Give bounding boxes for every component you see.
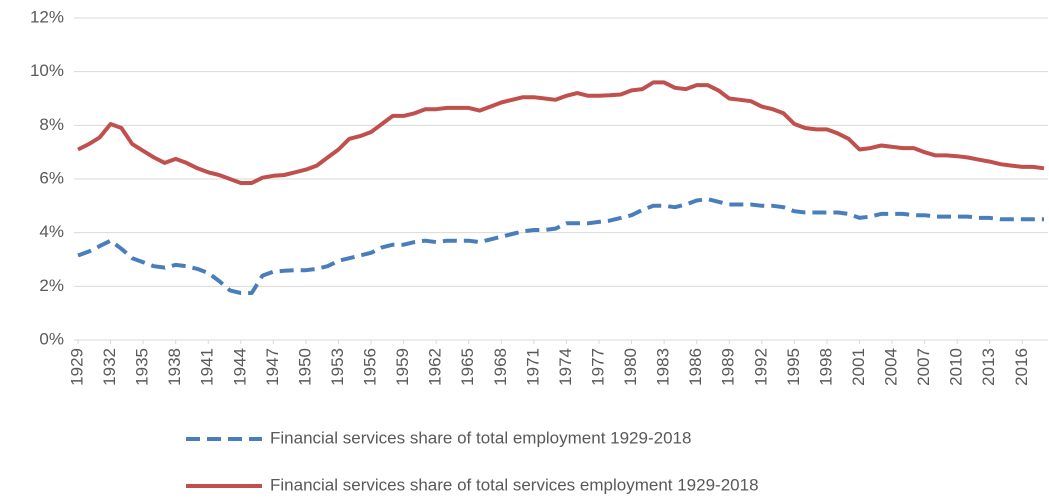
x-tick-label: 1935 [133,348,152,386]
legend-label: Financial services share of total employ… [270,428,691,447]
x-tick-label: 1989 [719,348,738,386]
series-line [77,197,1044,295]
x-tick-label: 1995 [784,348,803,386]
x-tick-label: 1998 [816,348,835,386]
y-tick-label: 10% [30,61,64,80]
series-line [77,80,1045,185]
x-tick-label: 1953 [328,348,347,386]
x-tick-label: 1941 [198,348,217,386]
x-tick-label: 2013 [979,348,998,386]
x-tick-label: 2010 [947,348,966,386]
x-tick-label: 1974 [556,348,575,386]
x-tick-label: 1929 [67,348,86,386]
x-tick-label: 2001 [849,348,868,386]
x-tick-label: 1992 [751,348,770,386]
x-tick-label: 1962 [426,348,445,386]
x-tick-label: 2007 [914,348,933,386]
y-tick-label: 0% [39,329,64,348]
y-tick-label: 12% [30,7,64,26]
x-tick-label: 1944 [230,348,249,386]
legend-label: Financial services share of total servic… [270,475,759,494]
y-tick-label: 2% [39,276,64,295]
x-tick-label: 1956 [361,348,380,386]
x-tick-label: 1965 [458,348,477,386]
y-tick-label: 4% [39,222,64,241]
x-tick-label: 2016 [1012,348,1031,386]
x-tick-label: 1968 [491,348,510,386]
x-tick-label: 1986 [686,348,705,386]
x-tick-label: 1950 [295,348,314,386]
y-tick-label: 6% [39,168,64,187]
x-tick-label: 1947 [263,348,282,386]
x-tick-label: 2004 [882,348,901,386]
y-tick-label: 8% [39,115,64,134]
x-tick-label: 1977 [588,348,607,386]
x-tick-label: 1959 [393,348,412,386]
x-tick-label: 1932 [100,348,119,386]
x-tick-label: 1980 [621,348,640,386]
x-tick-label: 1971 [523,348,542,386]
x-tick-label: 1938 [165,348,184,386]
x-tick-label: 1983 [654,348,673,386]
